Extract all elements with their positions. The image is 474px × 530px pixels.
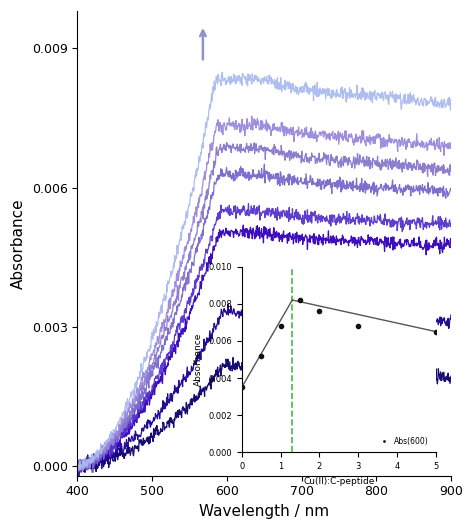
Y-axis label: Absorbance: Absorbance — [11, 198, 26, 289]
X-axis label: Wavelength / nm: Wavelength / nm — [199, 504, 329, 519]
